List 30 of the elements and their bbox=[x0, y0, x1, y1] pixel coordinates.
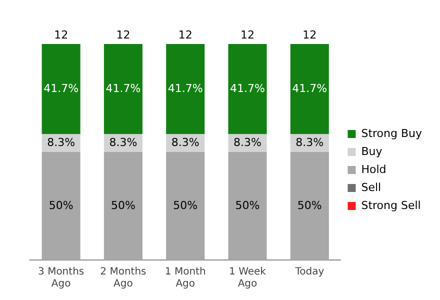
legend-label: Strong Buy bbox=[361, 126, 422, 140]
x-tick-label: 1 Week Ago bbox=[229, 266, 266, 290]
annotation: 12 bbox=[302, 28, 317, 42]
data-label: 8.3% bbox=[171, 136, 200, 149]
x-tick-label: 1 Month Ago bbox=[164, 266, 206, 290]
data-label: 8.3% bbox=[109, 136, 138, 149]
data-label: 41.7% bbox=[292, 82, 328, 95]
data-label: 41.7% bbox=[44, 82, 79, 95]
annotation: 12 bbox=[54, 28, 68, 42]
data-label: 50% bbox=[110, 198, 136, 212]
x-tick-label: 2 Months Ago bbox=[100, 266, 146, 290]
data-label: 50% bbox=[235, 198, 260, 212]
annotation: 12 bbox=[240, 28, 254, 42]
data-label: 41.7% bbox=[106, 82, 141, 95]
data-label: 41.7% bbox=[230, 82, 265, 95]
data-label: 8.3% bbox=[234, 136, 262, 149]
legend-label: Hold bbox=[361, 162, 386, 176]
legend-label: Sell bbox=[361, 180, 382, 194]
data-label: 41.7% bbox=[168, 82, 203, 95]
legend-label: Strong Sell bbox=[361, 198, 421, 212]
x-tick-label: 3 Months Ago bbox=[38, 266, 84, 290]
data-label: 50% bbox=[173, 198, 198, 212]
x-tick-label: Today bbox=[294, 266, 324, 278]
data-label: 8.3% bbox=[296, 136, 324, 149]
annotation: 12 bbox=[116, 28, 130, 42]
data-label: 50% bbox=[48, 198, 74, 212]
data-label: 8.3% bbox=[47, 136, 76, 149]
annotation: 12 bbox=[178, 28, 192, 42]
legend-label: Buy bbox=[361, 144, 383, 158]
data-label: 50% bbox=[297, 198, 322, 212]
